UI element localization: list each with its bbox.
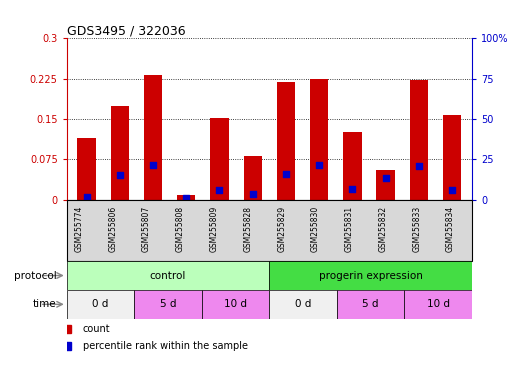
- Text: GSM255830: GSM255830: [311, 206, 320, 252]
- Bar: [177, 195, 195, 200]
- Text: GSM255809: GSM255809: [210, 206, 219, 252]
- Point: [315, 162, 323, 168]
- Point: [249, 191, 257, 197]
- Text: 5 d: 5 d: [362, 299, 379, 310]
- Bar: [111, 106, 129, 200]
- Text: GSM255832: GSM255832: [379, 206, 387, 252]
- Text: GSM255808: GSM255808: [176, 206, 185, 252]
- Text: GSM255806: GSM255806: [108, 206, 117, 252]
- Bar: [144, 75, 162, 200]
- Point: [215, 187, 224, 193]
- Text: percentile rank within the sample: percentile rank within the sample: [83, 341, 248, 351]
- Text: control: control: [150, 270, 186, 281]
- Text: GSM255829: GSM255829: [277, 206, 286, 252]
- Text: GSM255807: GSM255807: [142, 206, 151, 252]
- Bar: [443, 115, 461, 200]
- Text: 0 d: 0 d: [295, 299, 311, 310]
- Text: 5 d: 5 d: [160, 299, 176, 310]
- Text: protocol: protocol: [14, 270, 56, 281]
- Bar: [210, 118, 229, 200]
- Point: [448, 187, 456, 193]
- Text: GSM255774: GSM255774: [74, 206, 84, 252]
- Bar: [377, 170, 394, 200]
- Bar: [244, 156, 262, 200]
- Point: [116, 172, 124, 179]
- Bar: [67, 290, 134, 319]
- Text: GDS3495 / 322036: GDS3495 / 322036: [67, 24, 185, 37]
- Point: [83, 194, 91, 200]
- Text: progerin expression: progerin expression: [319, 270, 423, 281]
- Text: 0 d: 0 d: [92, 299, 109, 310]
- Bar: [343, 132, 362, 200]
- Bar: [269, 261, 472, 290]
- Text: GSM255833: GSM255833: [412, 206, 421, 252]
- Point: [348, 186, 357, 192]
- Point: [382, 175, 390, 181]
- Bar: [277, 83, 295, 200]
- Bar: [410, 80, 428, 200]
- Bar: [77, 138, 96, 200]
- Bar: [67, 261, 269, 290]
- Bar: [404, 290, 472, 319]
- Text: count: count: [83, 324, 110, 334]
- Bar: [310, 79, 328, 200]
- Point: [149, 162, 157, 168]
- Bar: [269, 290, 337, 319]
- Point: [415, 163, 423, 169]
- Text: GSM255828: GSM255828: [244, 206, 252, 252]
- Text: GSM255834: GSM255834: [446, 206, 455, 252]
- Text: 10 d: 10 d: [224, 299, 247, 310]
- Point: [182, 195, 190, 201]
- Point: [282, 171, 290, 177]
- Bar: [202, 290, 269, 319]
- Bar: [134, 290, 202, 319]
- Text: time: time: [33, 299, 56, 310]
- Text: 10 d: 10 d: [427, 299, 450, 310]
- Text: GSM255831: GSM255831: [345, 206, 354, 252]
- Bar: [337, 290, 404, 319]
